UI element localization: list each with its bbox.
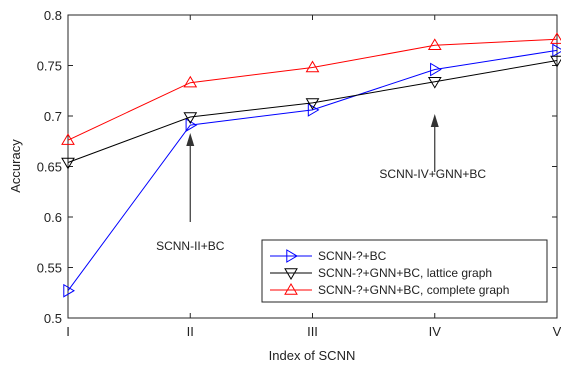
data-point — [305, 98, 320, 110]
y-tick-label: 0.7 — [44, 109, 62, 124]
legend-label: SCNN-?+BC — [318, 249, 387, 263]
y-tick-label: 0.5 — [44, 311, 62, 326]
x-tick-label: II — [187, 324, 194, 339]
legend-box — [261, 239, 548, 303]
legend-label: SCNN-?+GNN+BC, lattice graph — [318, 266, 492, 280]
data-point — [61, 133, 75, 145]
data-point — [183, 75, 198, 88]
x-tick-label: IV — [429, 324, 442, 339]
y-tick-label: 0.55 — [37, 261, 62, 276]
y-tick-label: 0.8 — [44, 8, 62, 23]
x-axis-title: Index of SCNN — [269, 348, 356, 363]
data-point — [63, 283, 75, 298]
series-3 — [61, 32, 561, 145]
annotation-label: SCNN-IV+GNN+BC — [379, 167, 486, 181]
data-point — [430, 62, 442, 77]
y-tick-label: 0.65 — [37, 160, 62, 175]
legend-label: SCNN-?+GNN+BC, complete graph — [318, 283, 509, 297]
x-tick-label: V — [553, 324, 561, 339]
series-2 — [61, 55, 561, 170]
data-point — [550, 55, 561, 68]
data-point — [550, 32, 561, 44]
legend-marker — [284, 283, 298, 295]
legend: SCNN-?+BC SCNN-?+GNN+BC, lattice graph SCN… — [261, 239, 548, 303]
series-line — [67, 60, 558, 163]
data-point — [427, 38, 442, 50]
y-tick-label: 0.6 — [44, 210, 62, 225]
x-tick-label: III — [307, 324, 318, 339]
annotation-arrowhead — [430, 114, 439, 127]
annotations: SCNN-II+BC SCNN-IV+GNN+BC — [156, 114, 486, 253]
data-point — [61, 157, 75, 170]
y-axis: 0.5 0.55 0.6 0.65 0.7 0.75 0.8 — [37, 8, 557, 326]
annotation-label: SCNN-II+BC — [156, 239, 225, 253]
x-tick-label: I — [66, 324, 70, 339]
y-tick-label: 0.75 — [37, 59, 62, 74]
data-point — [183, 112, 198, 124]
legend-marker — [286, 249, 298, 263]
x-axis: I II III IV V — [66, 15, 561, 339]
series-line — [67, 49, 558, 291]
data-point — [305, 60, 320, 73]
series-layer — [61, 32, 561, 298]
data-point — [427, 77, 442, 89]
annotation-arrowhead — [186, 133, 195, 146]
y-axis-title: Accuracy — [8, 139, 23, 193]
legend-marker — [284, 268, 298, 280]
data-point — [552, 43, 561, 58]
series-line — [67, 38, 558, 141]
